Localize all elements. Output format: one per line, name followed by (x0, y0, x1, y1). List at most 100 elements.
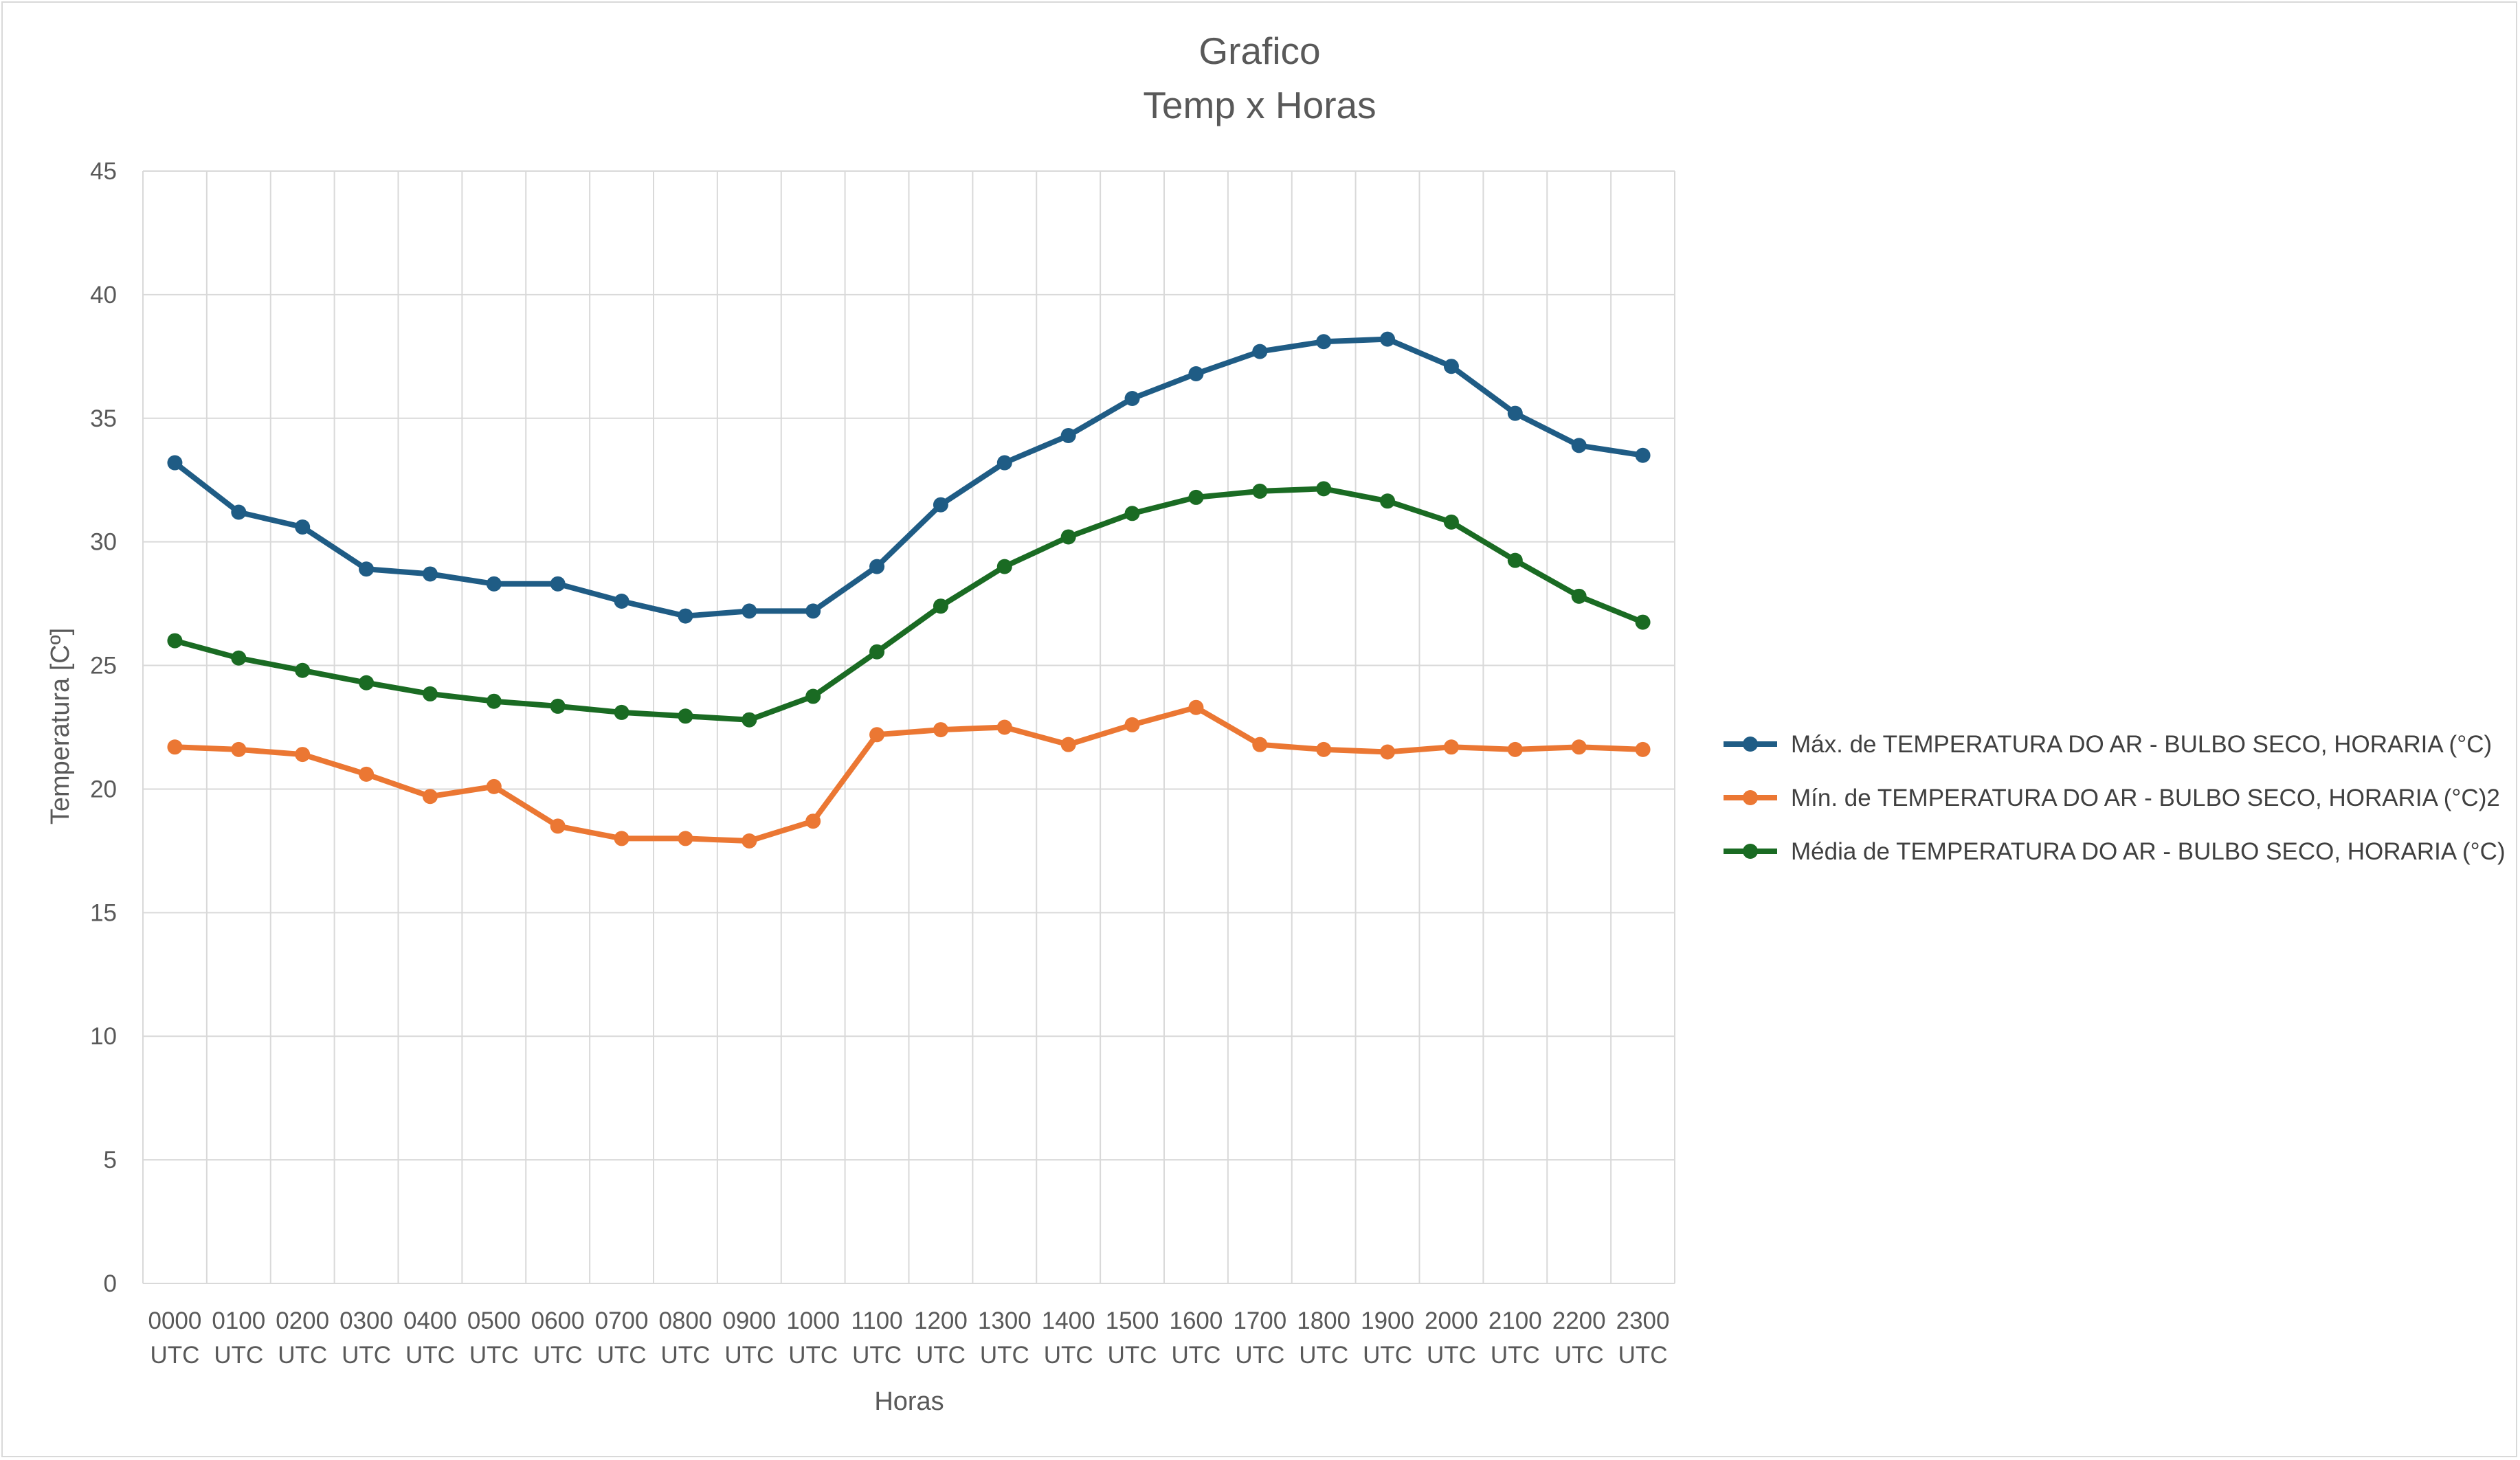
data-point (933, 722, 948, 738)
x-tick-label: 1900 UTC (1361, 1307, 1414, 1369)
data-point (1380, 493, 1396, 509)
data-point (614, 704, 629, 720)
y-tick-label: 5 (104, 1147, 117, 1173)
y-tick-label: 10 (90, 1023, 117, 1050)
data-point (1060, 737, 1076, 752)
data-point (295, 662, 311, 678)
data-point (741, 833, 757, 849)
x-tick-label: 0900 UTC (722, 1307, 776, 1369)
data-point (1188, 489, 1204, 505)
data-point (1124, 390, 1140, 406)
data-point (1635, 447, 1651, 463)
data-point (359, 675, 375, 690)
chart-subtitle: Temp x Horas (1143, 84, 1376, 126)
data-point (1188, 366, 1204, 382)
data-point (167, 455, 183, 471)
series-line-1 (172, 704, 1646, 844)
data-point (1507, 405, 1523, 421)
data-point (1635, 614, 1651, 630)
x-tick-label: 2200 UTC (1552, 1307, 1606, 1369)
series-layer (167, 331, 1651, 849)
data-point (550, 698, 566, 714)
data-point (1060, 529, 1076, 545)
data-point (1252, 737, 1268, 752)
data-point (933, 497, 948, 513)
data-point (1380, 744, 1396, 760)
data-point (486, 693, 502, 709)
y-tick-label: 45 (90, 158, 117, 185)
data-point (1188, 699, 1204, 715)
data-point (295, 747, 311, 763)
legend: Máx. de TEMPERATURA DO AR - BULBO SECO, … (1724, 731, 2506, 865)
data-point (1252, 483, 1268, 499)
data-point (805, 603, 821, 619)
y-axis-title: Temperatura [Cº] (46, 628, 75, 824)
x-tick-label: 0400 UTC (403, 1307, 457, 1369)
data-point (231, 650, 247, 666)
x-axis-title: Horas (874, 1387, 944, 1416)
legend-marker-1 (1743, 790, 1758, 805)
data-point (678, 831, 693, 846)
x-tick-label: 2300 UTC (1616, 1307, 1670, 1369)
x-tick-label: 2100 UTC (1488, 1307, 1542, 1369)
data-point (1124, 506, 1140, 521)
data-point (486, 778, 502, 794)
x-tick-label: 1000 UTC (786, 1307, 840, 1369)
data-point (1635, 741, 1651, 757)
data-point (1124, 717, 1140, 732)
data-point (422, 686, 438, 701)
data-point (167, 633, 183, 649)
data-point (1316, 741, 1332, 757)
x-tick-label: 0800 UTC (659, 1307, 713, 1369)
x-tick-label: 1700 UTC (1233, 1307, 1286, 1369)
x-tick-label: 2000 UTC (1425, 1307, 1478, 1369)
data-point (869, 727, 885, 743)
data-point (231, 504, 247, 520)
data-point (996, 559, 1012, 574)
data-point (422, 566, 438, 582)
x-tick-label: 0300 UTC (339, 1307, 393, 1369)
data-point (1060, 427, 1076, 443)
x-tick-label: 1200 UTC (914, 1307, 968, 1369)
x-tick-label: 0600 UTC (531, 1307, 585, 1369)
x-tick-label: 1800 UTC (1297, 1307, 1350, 1369)
data-point (1252, 344, 1268, 359)
x-tick-label: 0700 UTC (595, 1307, 649, 1369)
x-tick-label: 1300 UTC (978, 1307, 1032, 1369)
data-point (741, 603, 757, 619)
data-point (359, 561, 375, 577)
data-point (1571, 588, 1587, 604)
data-point (359, 766, 375, 782)
legend-marker-2 (1743, 844, 1758, 859)
data-point (805, 688, 821, 704)
data-point (167, 739, 183, 755)
data-point (295, 519, 311, 535)
data-point (678, 608, 693, 624)
data-point (1443, 514, 1459, 530)
data-point (614, 831, 629, 846)
series-line-0 (172, 336, 1646, 619)
y-tick-label: 20 (90, 776, 117, 802)
y-tick-label: 35 (90, 405, 117, 432)
legend-label-1: Mín. de TEMPERATURA DO AR - BULBO SECO, … (1791, 785, 2500, 811)
y-tick-label: 0 (104, 1270, 117, 1297)
x-tick-label: 0500 UTC (467, 1307, 521, 1369)
data-point (1316, 334, 1332, 350)
y-tick-label: 30 (90, 529, 117, 556)
data-point (550, 576, 566, 592)
legend-label-2: Média de TEMPERATURA DO AR - BULBO SECO,… (1791, 838, 2506, 865)
x-tick-label: 1400 UTC (1042, 1307, 1095, 1369)
y-tick-label: 25 (90, 653, 117, 680)
x-tick-label: 1500 UTC (1106, 1307, 1159, 1369)
gridlines (142, 170, 1675, 1284)
data-point (1507, 741, 1523, 757)
chart-title: Grafico (1198, 30, 1320, 72)
data-point (996, 455, 1012, 471)
data-point (1443, 359, 1459, 374)
data-point (614, 594, 629, 609)
data-point (550, 818, 566, 834)
data-point (1507, 552, 1523, 568)
data-point (869, 559, 885, 574)
